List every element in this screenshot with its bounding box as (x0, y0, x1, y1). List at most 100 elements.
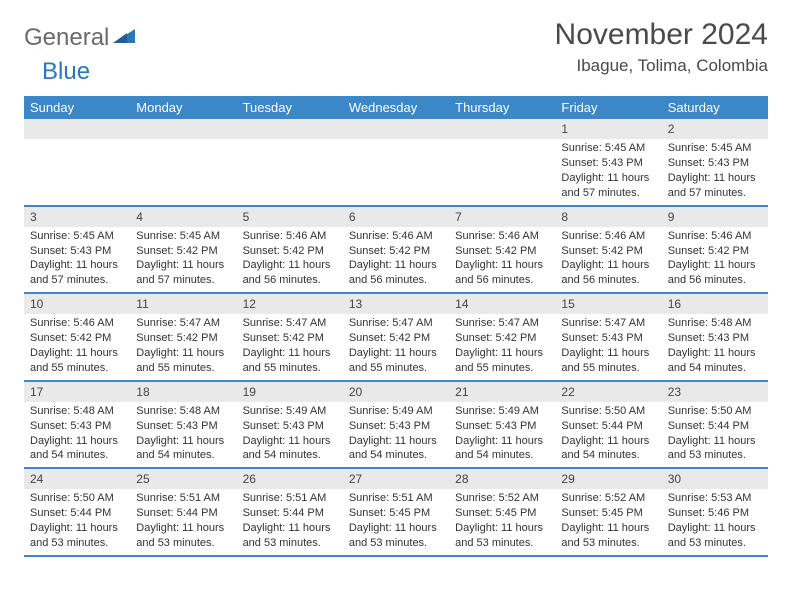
day-body (237, 139, 343, 201)
sunrise-text: Sunrise: 5:46 AM (30, 316, 124, 331)
empty-day-cell (449, 119, 555, 205)
day-body: Sunrise: 5:48 AMSunset: 5:43 PMDaylight:… (24, 402, 130, 467)
daylight-text: Daylight: 11 hours and 55 minutes. (136, 346, 230, 376)
day-body: Sunrise: 5:46 AMSunset: 5:42 PMDaylight:… (237, 227, 343, 292)
day-body: Sunrise: 5:53 AMSunset: 5:46 PMDaylight:… (662, 489, 768, 554)
week-row: 24Sunrise: 5:50 AMSunset: 5:44 PMDayligh… (24, 469, 768, 557)
sunrise-text: Sunrise: 5:53 AM (668, 491, 762, 506)
sunset-text: Sunset: 5:42 PM (668, 244, 762, 259)
day-body: Sunrise: 5:46 AMSunset: 5:42 PMDaylight:… (24, 314, 130, 379)
sunrise-text: Sunrise: 5:46 AM (668, 229, 762, 244)
day-cell: 8Sunrise: 5:46 AMSunset: 5:42 PMDaylight… (555, 207, 661, 293)
day-cell: 29Sunrise: 5:52 AMSunset: 5:45 PMDayligh… (555, 469, 661, 555)
day-number: 20 (343, 382, 449, 402)
daylight-text: Daylight: 11 hours and 56 minutes. (455, 258, 549, 288)
day-cell: 27Sunrise: 5:51 AMSunset: 5:45 PMDayligh… (343, 469, 449, 555)
sunrise-text: Sunrise: 5:47 AM (136, 316, 230, 331)
sunset-text: Sunset: 5:43 PM (349, 419, 443, 434)
daylight-text: Daylight: 11 hours and 55 minutes. (243, 346, 337, 376)
day-cell: 3Sunrise: 5:45 AMSunset: 5:43 PMDaylight… (24, 207, 130, 293)
day-body (343, 139, 449, 201)
sunset-text: Sunset: 5:43 PM (668, 331, 762, 346)
sunset-text: Sunset: 5:43 PM (30, 419, 124, 434)
daylight-text: Daylight: 11 hours and 53 minutes. (668, 434, 762, 464)
sunset-text: Sunset: 5:43 PM (243, 419, 337, 434)
sunrise-text: Sunrise: 5:52 AM (455, 491, 549, 506)
sunset-text: Sunset: 5:43 PM (30, 244, 124, 259)
day-cell: 30Sunrise: 5:53 AMSunset: 5:46 PMDayligh… (662, 469, 768, 555)
sunset-text: Sunset: 5:42 PM (455, 331, 549, 346)
day-number (343, 119, 449, 139)
day-body: Sunrise: 5:47 AMSunset: 5:42 PMDaylight:… (343, 314, 449, 379)
sunrise-text: Sunrise: 5:46 AM (455, 229, 549, 244)
sunset-text: Sunset: 5:42 PM (349, 244, 443, 259)
dow-cell: Thursday (449, 96, 555, 119)
sunrise-text: Sunrise: 5:46 AM (561, 229, 655, 244)
location-text: Ibague, Tolima, Colombia (555, 56, 768, 76)
empty-day-cell (24, 119, 130, 205)
sunset-text: Sunset: 5:46 PM (668, 506, 762, 521)
day-number (449, 119, 555, 139)
dow-cell: Wednesday (343, 96, 449, 119)
day-cell: 13Sunrise: 5:47 AMSunset: 5:42 PMDayligh… (343, 294, 449, 380)
day-cell: 17Sunrise: 5:48 AMSunset: 5:43 PMDayligh… (24, 382, 130, 468)
day-number (24, 119, 130, 139)
day-body: Sunrise: 5:46 AMSunset: 5:42 PMDaylight:… (449, 227, 555, 292)
day-body: Sunrise: 5:47 AMSunset: 5:42 PMDaylight:… (449, 314, 555, 379)
daylight-text: Daylight: 11 hours and 57 minutes. (30, 258, 124, 288)
daylight-text: Daylight: 11 hours and 55 minutes. (455, 346, 549, 376)
sunrise-text: Sunrise: 5:45 AM (668, 141, 762, 156)
daylight-text: Daylight: 11 hours and 53 minutes. (561, 521, 655, 551)
day-body: Sunrise: 5:45 AMSunset: 5:42 PMDaylight:… (130, 227, 236, 292)
sunrise-text: Sunrise: 5:45 AM (561, 141, 655, 156)
daylight-text: Daylight: 11 hours and 57 minutes. (136, 258, 230, 288)
day-number (237, 119, 343, 139)
calendar-grid: SundayMondayTuesdayWednesdayThursdayFrid… (24, 96, 768, 557)
day-body: Sunrise: 5:45 AMSunset: 5:43 PMDaylight:… (662, 139, 768, 204)
day-number: 7 (449, 207, 555, 227)
day-body: Sunrise: 5:45 AMSunset: 5:43 PMDaylight:… (555, 139, 661, 204)
day-body: Sunrise: 5:46 AMSunset: 5:42 PMDaylight:… (662, 227, 768, 292)
day-number: 9 (662, 207, 768, 227)
day-number: 25 (130, 469, 236, 489)
sunset-text: Sunset: 5:45 PM (455, 506, 549, 521)
day-body: Sunrise: 5:47 AMSunset: 5:43 PMDaylight:… (555, 314, 661, 379)
day-body (24, 139, 130, 201)
day-number: 6 (343, 207, 449, 227)
day-body (449, 139, 555, 201)
day-number: 11 (130, 294, 236, 314)
daylight-text: Daylight: 11 hours and 55 minutes. (349, 346, 443, 376)
day-cell: 15Sunrise: 5:47 AMSunset: 5:43 PMDayligh… (555, 294, 661, 380)
week-row: 17Sunrise: 5:48 AMSunset: 5:43 PMDayligh… (24, 382, 768, 470)
sunset-text: Sunset: 5:42 PM (243, 244, 337, 259)
daylight-text: Daylight: 11 hours and 55 minutes. (561, 346, 655, 376)
sunset-text: Sunset: 5:42 PM (30, 331, 124, 346)
daylight-text: Daylight: 11 hours and 54 minutes. (136, 434, 230, 464)
day-number: 29 (555, 469, 661, 489)
sunset-text: Sunset: 5:42 PM (136, 331, 230, 346)
day-number: 12 (237, 294, 343, 314)
dow-cell: Sunday (24, 96, 130, 119)
day-body: Sunrise: 5:46 AMSunset: 5:42 PMDaylight:… (343, 227, 449, 292)
day-body: Sunrise: 5:47 AMSunset: 5:42 PMDaylight:… (237, 314, 343, 379)
daylight-text: Daylight: 11 hours and 54 minutes. (455, 434, 549, 464)
day-cell: 1Sunrise: 5:45 AMSunset: 5:43 PMDaylight… (555, 119, 661, 205)
day-number: 17 (24, 382, 130, 402)
daylight-text: Daylight: 11 hours and 54 minutes. (243, 434, 337, 464)
day-cell: 4Sunrise: 5:45 AMSunset: 5:42 PMDaylight… (130, 207, 236, 293)
daylight-text: Daylight: 11 hours and 57 minutes. (668, 171, 762, 201)
day-body: Sunrise: 5:50 AMSunset: 5:44 PMDaylight:… (24, 489, 130, 554)
day-body: Sunrise: 5:52 AMSunset: 5:45 PMDaylight:… (449, 489, 555, 554)
week-row: 10Sunrise: 5:46 AMSunset: 5:42 PMDayligh… (24, 294, 768, 382)
daylight-text: Daylight: 11 hours and 56 minutes. (561, 258, 655, 288)
day-body: Sunrise: 5:50 AMSunset: 5:44 PMDaylight:… (555, 402, 661, 467)
daylight-text: Daylight: 11 hours and 56 minutes. (668, 258, 762, 288)
sunrise-text: Sunrise: 5:47 AM (243, 316, 337, 331)
empty-day-cell (237, 119, 343, 205)
day-body: Sunrise: 5:49 AMSunset: 5:43 PMDaylight:… (343, 402, 449, 467)
day-body: Sunrise: 5:49 AMSunset: 5:43 PMDaylight:… (449, 402, 555, 467)
sunset-text: Sunset: 5:42 PM (455, 244, 549, 259)
day-cell: 14Sunrise: 5:47 AMSunset: 5:42 PMDayligh… (449, 294, 555, 380)
sunrise-text: Sunrise: 5:47 AM (349, 316, 443, 331)
empty-day-cell (130, 119, 236, 205)
